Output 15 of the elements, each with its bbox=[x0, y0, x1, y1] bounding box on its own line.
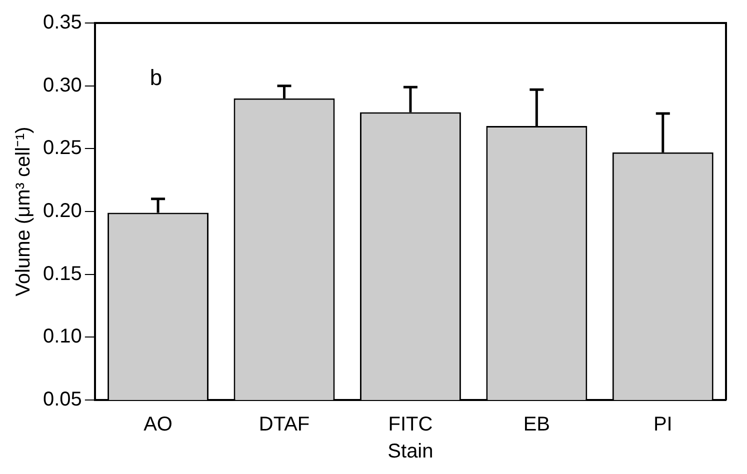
y-tick-label: 0.05 bbox=[42, 388, 82, 411]
y-axis-title: Volume (μm³ cell⁻¹) bbox=[12, 126, 35, 296]
annotation: b bbox=[150, 65, 162, 90]
y-tick-label: 0.15 bbox=[42, 262, 82, 285]
x-tick-label: EB bbox=[523, 414, 550, 436]
x-axis-title: Stain bbox=[388, 440, 434, 463]
y-tick-label: 0.20 bbox=[42, 200, 82, 222]
y-tick-label: 0.25 bbox=[42, 137, 82, 160]
y-tick-label: 0.35 bbox=[42, 12, 82, 34]
y-tick-label: 0.10 bbox=[42, 326, 82, 348]
x-tick-label: DTAF bbox=[258, 414, 310, 436]
x-tick-label: AO bbox=[144, 414, 172, 436]
x-tick-label: PI bbox=[653, 414, 672, 436]
x-tick-label: FITC bbox=[388, 414, 433, 436]
y-tick-label: 0.30 bbox=[42, 74, 82, 96]
